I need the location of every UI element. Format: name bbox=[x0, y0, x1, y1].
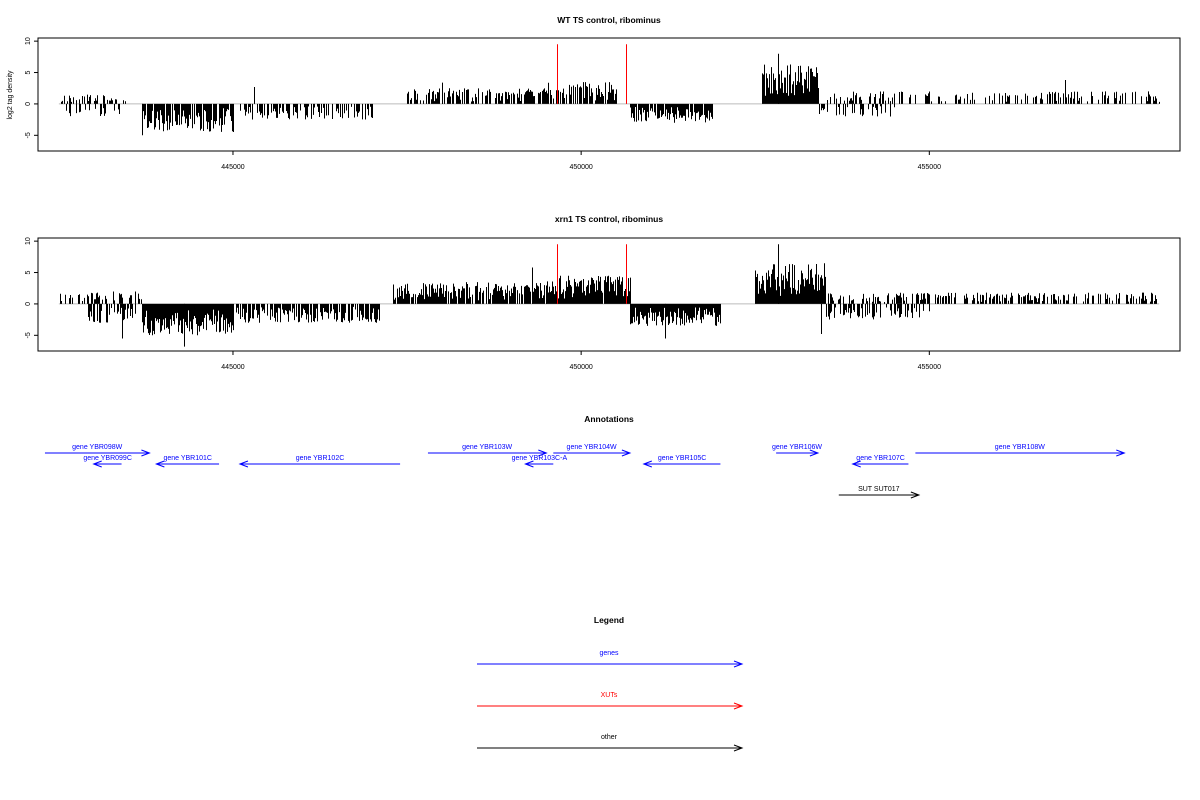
feature-label: gene YBR108W bbox=[995, 444, 1045, 451]
feature-label: gene YBR104W bbox=[567, 444, 617, 451]
feature-label: gene YBR103W bbox=[462, 444, 512, 451]
feature-gene-ybr108w: gene YBR108W bbox=[915, 444, 1126, 457]
x-tick-label: 445000 bbox=[221, 164, 244, 171]
feature-gene-ybr103c-a: gene YBR103C-A bbox=[512, 455, 568, 468]
feature-label: gene YBR103C-A bbox=[512, 455, 568, 462]
y-tick-label: 10 bbox=[25, 37, 32, 45]
legend-label: XUTs bbox=[601, 692, 618, 699]
y-tick-label: 0 bbox=[25, 302, 32, 306]
arrow-head bbox=[524, 460, 534, 468]
track-panel-1: WT TS control, ribominus log2 tag densit… bbox=[7, 15, 1181, 171]
arrow-head bbox=[1116, 449, 1126, 457]
legend-label: other bbox=[601, 734, 618, 741]
feature-gene-ybr101c: gene YBR101C bbox=[154, 455, 220, 468]
arrow-head bbox=[809, 449, 820, 457]
y-tick-label: 5 bbox=[25, 270, 32, 274]
x-tick-label: 450000 bbox=[569, 164, 592, 171]
feature-label: gene YBR106W bbox=[772, 444, 822, 451]
feature-label: SUT SUT017 bbox=[858, 486, 900, 493]
legend-item-genes: genes bbox=[477, 650, 744, 668]
x-tick-label: 455000 bbox=[918, 364, 941, 371]
arrow-head bbox=[154, 460, 165, 468]
legend: Legend genes XUTs other bbox=[477, 615, 744, 752]
legend-label: genes bbox=[599, 650, 619, 657]
arrow-head bbox=[141, 449, 151, 457]
arrow-head bbox=[92, 460, 102, 468]
feature-label: gene YBR099C bbox=[83, 455, 132, 462]
y-tick-label: 5 bbox=[25, 70, 32, 74]
feature-gene-ybr102c: gene YBR102C bbox=[238, 455, 401, 468]
feature-label: gene YBR102C bbox=[296, 455, 345, 462]
arrow-head bbox=[538, 449, 548, 457]
legend-title: Legend bbox=[594, 615, 624, 625]
x-tick-label: 445000 bbox=[221, 364, 244, 371]
feature-sut-sut017: SUT SUT017 bbox=[838, 486, 921, 499]
feature-gene-ybr104w: gene YBR104W bbox=[553, 444, 632, 457]
legend-item-other: other bbox=[477, 734, 744, 752]
arrow-head bbox=[733, 744, 744, 752]
feature-label: gene YBR107C bbox=[856, 455, 905, 462]
track-title-2: xrn1 TS control, ribominus bbox=[555, 214, 663, 224]
arrow-head bbox=[238, 460, 249, 468]
arrow-head bbox=[621, 449, 632, 457]
feature-label: gene YBR105C bbox=[658, 455, 707, 462]
arrow-head bbox=[851, 460, 861, 468]
arrow-head bbox=[733, 660, 744, 668]
plot-frame-1 bbox=[37, 37, 1181, 152]
y-axis-label-1: log2 tag density bbox=[7, 70, 14, 120]
y-tick-label: -5 bbox=[25, 132, 32, 138]
track-panel-2: xrn1 TS control, ribominus -5 0 5 10 445000… bbox=[25, 214, 1181, 371]
arrow-head bbox=[642, 460, 652, 468]
annotations-track: Annotations gene YBR098W gene YBR099C gene… bbox=[44, 414, 1126, 499]
x-tick-label: 450000 bbox=[569, 364, 592, 371]
feature-gene-ybr106w: gene YBR106W bbox=[772, 444, 822, 457]
feature-gene-ybr103w: gene YBR103W bbox=[427, 444, 548, 457]
y-tick-label: 10 bbox=[25, 237, 32, 245]
feature-label: gene YBR098W bbox=[72, 444, 122, 451]
x-tick-label: 455000 bbox=[918, 164, 941, 171]
y-tick-label: 0 bbox=[25, 102, 32, 106]
feature-gene-ybr099c: gene YBR099C bbox=[83, 455, 132, 468]
y-tick-label: -5 bbox=[25, 332, 32, 338]
legend-item-xuts: XUTs bbox=[477, 692, 744, 710]
plot-frame-2 bbox=[37, 237, 1181, 352]
track-title-1: WT TS control, ribominus bbox=[557, 15, 661, 25]
annotations-title: Annotations bbox=[584, 414, 634, 424]
feature-gene-ybr107c: gene YBR107C bbox=[851, 455, 909, 468]
arrow-head bbox=[733, 702, 744, 710]
feature-label: gene YBR101C bbox=[163, 455, 212, 462]
arrow-head bbox=[910, 491, 921, 499]
feature-gene-ybr098w: gene YBR098W bbox=[44, 444, 151, 457]
feature-gene-ybr105c: gene YBR105C bbox=[642, 455, 721, 468]
